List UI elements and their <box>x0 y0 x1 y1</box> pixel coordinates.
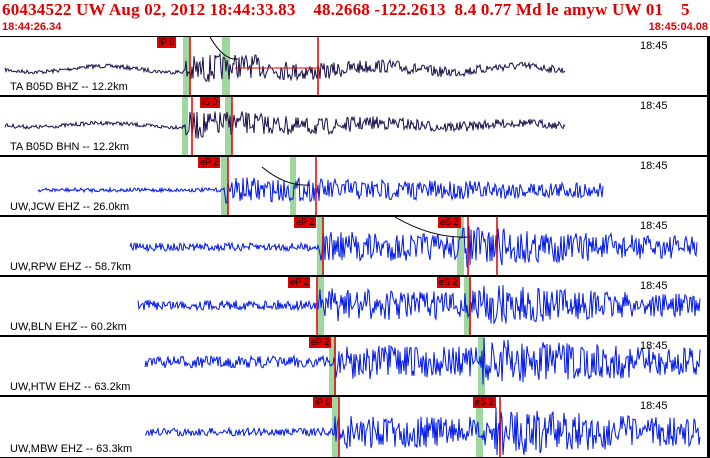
channel-label: TA B05D BHZ -- 12.2km <box>10 81 128 93</box>
channel-label: UW,JCW EHZ -- 26.0km <box>10 201 130 213</box>
channel-label: UW,MBW EHZ -- 63.3km <box>10 443 133 455</box>
analysis-window <box>476 397 483 457</box>
trace-panel[interactable]: iP 0 18:45 TA B05D BHZ -- 12.2km <box>0 36 710 96</box>
pick-marker[interactable]: eP 2 <box>288 277 311 288</box>
time-label: 18:45 <box>640 280 668 292</box>
pick-marker[interactable]: eP 2 <box>294 217 317 228</box>
time-label: 18:45 <box>640 400 668 412</box>
waveform-plot <box>144 397 701 457</box>
pick-marker[interactable]: iS 0 <box>200 97 220 108</box>
panel-edge <box>707 397 710 457</box>
waveform-trace <box>129 226 698 269</box>
analysis-window <box>457 217 464 275</box>
travel-time-curve <box>209 37 239 60</box>
time-label: 18:45 <box>640 340 668 352</box>
waveform-trace <box>4 52 566 82</box>
panel-edge <box>707 337 710 395</box>
trace-panel[interactable]: eP 2 18:45 UW,HTW EHZ -- 63.2km <box>0 336 710 396</box>
waveform-trace <box>37 176 604 204</box>
panel-edge <box>707 97 710 155</box>
pick-marker[interactable]: eS 2 <box>437 277 460 288</box>
end-time: 18:45:04.08 <box>648 21 708 33</box>
waveform-plot <box>144 337 701 395</box>
trace-panel[interactable]: iS 0 18:45 TA B05D BHN -- 12.2km <box>0 96 710 156</box>
waveform-plot <box>4 37 566 95</box>
panel-edge <box>707 277 710 335</box>
pick-marker[interactable]: iP 0 <box>157 37 177 48</box>
event-title: 60434522 UW Aug 02, 2012 18:44:33.83 48.… <box>2 0 690 19</box>
trace-panel[interactable]: eP 2 eS 2 18:45 UW,BLN EHZ -- 60.2km <box>0 276 710 336</box>
analysis-window <box>290 157 296 215</box>
channel-label: UW,BLN EHZ -- 60.2km <box>10 321 127 333</box>
analysis-window <box>221 157 228 215</box>
waveform-trace <box>144 407 701 456</box>
channel-label: TA B05D BHN -- 12.2km <box>10 141 129 153</box>
trace-panel[interactable]: iP 0 eS 2 18:45 UW,MBW EHZ -- 63.3km <box>0 396 710 458</box>
time-label: 18:45 <box>640 100 668 112</box>
waveform-plot <box>137 277 701 335</box>
pick-marker[interactable]: eS 2 <box>473 397 496 408</box>
waveform-trace <box>144 337 701 385</box>
analysis-window <box>329 337 336 395</box>
start-time: 18:44:26.34 <box>2 21 62 33</box>
pick-marker[interactable]: eP 2 <box>309 337 332 348</box>
travel-time-curve <box>261 166 311 186</box>
travel-time-curve <box>394 217 471 238</box>
waveform-trace <box>4 111 566 139</box>
trace-panel[interactable]: eP 2 18:45 UW,JCW EHZ -- 26.0km <box>0 156 710 216</box>
event-header: 60434522 UW Aug 02, 2012 18:44:33.83 48.… <box>0 0 710 36</box>
time-label: 18:45 <box>640 40 668 52</box>
pick-marker[interactable]: eP 2 <box>198 157 221 168</box>
pick-marker[interactable]: iP 0 <box>313 397 333 408</box>
analysis-window <box>317 217 324 275</box>
channel-label: UW,HTW EHZ -- 63.2km <box>10 381 131 393</box>
time-label: 18:45 <box>640 220 668 232</box>
panel-edge <box>707 157 710 215</box>
trace-panel[interactable]: eP 2 eS 2 18:45 UW,RPW EHZ -- 58.7km <box>0 216 710 276</box>
panel-edge <box>707 217 710 275</box>
waveform-plot <box>4 97 566 155</box>
pick-marker[interactable]: eS 2 <box>438 217 461 228</box>
waveform-plot <box>37 157 604 215</box>
time-label: 18:45 <box>640 160 668 172</box>
channel-label: UW,RPW EHZ -- 58.7km <box>10 261 132 273</box>
panel-edge <box>707 37 710 95</box>
waveform-plot <box>129 217 698 275</box>
waveform-trace <box>137 285 701 325</box>
